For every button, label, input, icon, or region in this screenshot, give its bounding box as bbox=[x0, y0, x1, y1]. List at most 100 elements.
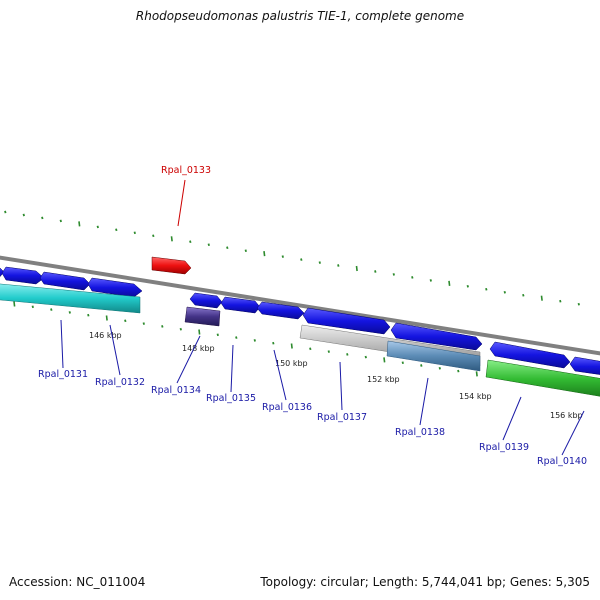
minor-tick bbox=[300, 258, 303, 261]
feature-bar-steel[interactable] bbox=[386, 340, 481, 372]
major-tick bbox=[170, 236, 173, 242]
gene-label[interactable]: Rpal_0137 bbox=[317, 412, 367, 423]
minor-tick bbox=[133, 231, 136, 235]
minor-tick bbox=[420, 364, 423, 367]
minor-tick bbox=[50, 308, 53, 311]
gene-label[interactable]: Rpal_0138 bbox=[395, 427, 445, 438]
major-tick bbox=[263, 251, 266, 257]
feature-bars bbox=[0, 283, 600, 398]
minor-tick bbox=[281, 255, 284, 258]
minor-tick bbox=[559, 299, 562, 303]
minor-tick bbox=[438, 366, 441, 370]
minor-tick bbox=[457, 369, 460, 373]
minor-tick bbox=[59, 219, 62, 223]
minor-tick bbox=[235, 336, 238, 339]
gene-arrow[interactable] bbox=[390, 322, 483, 351]
leader-line bbox=[176, 335, 201, 384]
minor-tick bbox=[152, 234, 155, 238]
leader-line bbox=[60, 319, 64, 369]
highlighted-gene-arrow[interactable] bbox=[151, 256, 192, 275]
minor-tick bbox=[216, 333, 219, 337]
major-tick bbox=[105, 315, 108, 321]
minor-tick bbox=[309, 347, 312, 351]
feature-bar-cyan[interactable] bbox=[0, 283, 141, 314]
minor-tick bbox=[115, 228, 118, 232]
minor-tick bbox=[226, 246, 229, 250]
gene-labels: Rpal_0131 Rpal_0132 Rpal_0134 Rpal_0135 … bbox=[38, 369, 587, 467]
minor-tick bbox=[22, 213, 25, 217]
feature-bar-green[interactable] bbox=[485, 359, 600, 398]
minor-tick bbox=[272, 341, 275, 345]
kbp-label: 152 kbp bbox=[367, 375, 400, 384]
gene-label[interactable]: Rpal_0131 bbox=[38, 369, 88, 380]
leader-line bbox=[230, 344, 234, 393]
minor-tick bbox=[142, 322, 145, 325]
minor-tick bbox=[337, 264, 340, 267]
minor-tick bbox=[87, 313, 90, 317]
minor-tick bbox=[429, 279, 432, 282]
leader-line bbox=[273, 349, 287, 401]
minor-tick bbox=[364, 355, 367, 359]
major-tick bbox=[290, 343, 293, 349]
minor-tick bbox=[4, 210, 7, 214]
minor-tick bbox=[401, 361, 404, 365]
minor-tick bbox=[244, 249, 247, 253]
gene-arrow[interactable] bbox=[489, 341, 571, 369]
minor-tick bbox=[207, 243, 210, 247]
gene-label[interactable]: Rpal_0134 bbox=[151, 385, 201, 396]
minor-tick bbox=[161, 325, 164, 328]
page-title: Rhodopseudomonas palustris TIE-1, comple… bbox=[135, 9, 465, 23]
kbp-label: 148 kbp bbox=[182, 344, 215, 353]
minor-tick bbox=[503, 290, 506, 294]
minor-tick bbox=[41, 216, 44, 220]
gene-label[interactable]: Rpal_0132 bbox=[95, 377, 145, 388]
gene-arrow[interactable] bbox=[39, 271, 91, 291]
minor-tick bbox=[522, 293, 525, 297]
gene-arrow[interactable] bbox=[256, 301, 305, 320]
gene-arrow[interactable] bbox=[189, 292, 223, 309]
leader-line bbox=[502, 396, 522, 441]
leader-line-highlight bbox=[177, 179, 186, 227]
minor-tick bbox=[374, 270, 377, 273]
kbp-label: 146 kbp bbox=[89, 331, 122, 340]
minor-tick bbox=[124, 319, 127, 323]
leader-line bbox=[109, 324, 121, 376]
leader-line bbox=[339, 361, 343, 411]
major-tick bbox=[13, 301, 16, 307]
kbp-labels: 146 kbp 148 kbp 150 kbp 152 kbp 154 kbp … bbox=[89, 331, 583, 420]
minor-tick bbox=[253, 339, 256, 342]
genome-summary-text: Topology: circular; Length: 5,744,041 bp… bbox=[260, 575, 590, 589]
major-tick bbox=[383, 357, 386, 363]
gene-arrow[interactable] bbox=[1, 266, 45, 285]
gene-arrow[interactable] bbox=[302, 307, 391, 335]
major-tick bbox=[475, 371, 478, 377]
minor-tick bbox=[31, 305, 34, 309]
minor-tick bbox=[392, 273, 395, 276]
minor-tick bbox=[577, 302, 580, 306]
major-tick bbox=[78, 221, 81, 227]
accession-text: Accession: NC_011004 bbox=[9, 575, 146, 589]
gene-label[interactable]: Rpal_0139 bbox=[479, 442, 529, 453]
outer-scale-ticks bbox=[4, 210, 580, 306]
minor-tick bbox=[485, 287, 488, 291]
gene-label[interactable]: Rpal_0136 bbox=[262, 402, 312, 413]
minor-tick bbox=[327, 350, 330, 353]
gene-arrow[interactable] bbox=[0, 265, 5, 279]
minor-tick bbox=[179, 327, 182, 331]
minor-tick bbox=[318, 261, 321, 264]
highlighted-gene-label[interactable]: Rpal_0133 bbox=[161, 165, 211, 176]
gene-arrow[interactable] bbox=[220, 296, 261, 314]
gene-arrow[interactable] bbox=[569, 356, 600, 376]
minor-tick bbox=[68, 311, 71, 314]
leader-line bbox=[419, 377, 429, 426]
feature-bar-purple[interactable] bbox=[184, 306, 221, 327]
forward-strand-genes bbox=[0, 265, 600, 376]
label-leader-lines bbox=[60, 179, 585, 456]
gene-label[interactable]: Rpal_0135 bbox=[206, 393, 256, 404]
kbp-label: 150 kbp bbox=[275, 359, 308, 368]
gene-label[interactable]: Rpal_0140 bbox=[537, 456, 587, 467]
major-tick bbox=[198, 329, 201, 335]
genome-backbone bbox=[0, 255, 600, 356]
minor-tick bbox=[96, 225, 99, 229]
